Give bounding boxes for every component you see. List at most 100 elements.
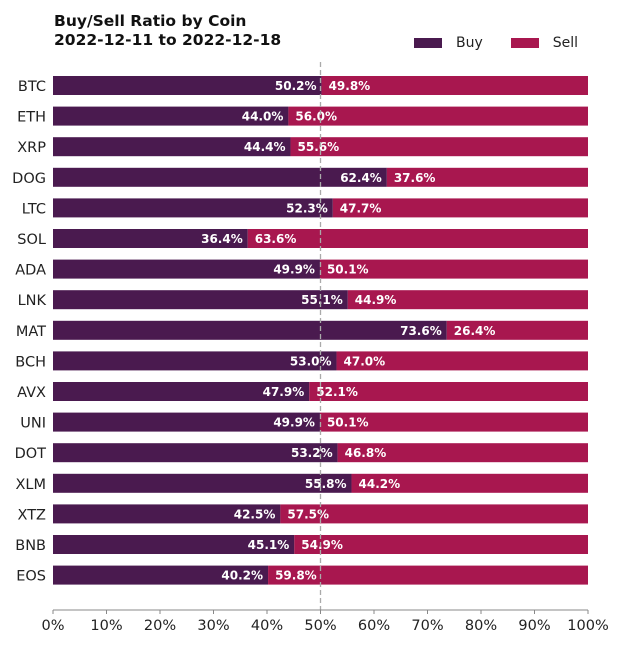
data-label-sell-xtz: 57.5%: [287, 507, 329, 521]
data-label-sell-xrp: 55.6%: [298, 140, 340, 154]
category-label-btc: BTC: [18, 79, 46, 95]
data-label-sell-dog: 37.6%: [394, 171, 436, 185]
category-label-bch: BCH: [15, 354, 46, 370]
data-label-buy-eth: 44.0%: [242, 110, 284, 124]
data-label-sell-sol: 63.6%: [255, 232, 297, 246]
data-label-buy-dog: 62.4%: [340, 171, 382, 185]
data-label-buy-sol: 36.4%: [201, 232, 243, 246]
data-label-sell-bnb: 54.9%: [301, 538, 343, 552]
data-label-sell-lnk: 44.9%: [355, 293, 397, 307]
category-label-dot: DOT: [15, 446, 47, 462]
legend: Buy Sell: [414, 35, 606, 51]
bar-buy-btc: [53, 76, 322, 95]
x-tick-label: 100%: [567, 618, 608, 634]
bar-buy-ada: [53, 259, 320, 279]
data-label-buy-xtz: 42.5%: [234, 507, 276, 521]
bar-buy-ltc: [53, 198, 333, 218]
category-label-xrp: XRP: [17, 140, 46, 156]
legend-item-sell: Sell: [510, 35, 579, 51]
data-label-buy-dot: 53.2%: [291, 446, 333, 460]
x-tick-label: 10%: [90, 618, 122, 634]
data-label-sell-btc: 49.8%: [329, 79, 371, 93]
x-tick-label: 0%: [41, 618, 64, 634]
bar-sell-bnb: [294, 535, 588, 554]
bar-sell-xrp: [290, 137, 588, 157]
data-label-sell-bch: 47.0%: [344, 354, 386, 368]
data-label-buy-xrp: 44.4%: [244, 140, 286, 154]
bar-sell-btc: [321, 76, 588, 95]
data-label-buy-mat: 73.6%: [400, 324, 442, 338]
category-label-xtz: XTZ: [18, 507, 47, 523]
x-tick-label: 90%: [518, 618, 550, 634]
category-label-avx: AVX: [17, 385, 46, 401]
category-label-lnk: LNK: [18, 293, 47, 309]
bar-sell-mat: [446, 320, 588, 340]
bar-buy-avx: [53, 382, 310, 401]
bar-sell-xlm: [351, 473, 588, 493]
category-label-xlm: XLM: [15, 477, 46, 493]
legend-swatch-sell: [510, 38, 539, 48]
bar-buy-sol: [53, 229, 248, 248]
data-label-buy-uni: 49.9%: [273, 416, 315, 430]
category-label-eth: ETH: [17, 110, 46, 126]
category-label-sol: SOL: [17, 232, 46, 248]
data-label-sell-mat: 26.4%: [454, 324, 496, 338]
category-label-eos: EOS: [16, 569, 46, 585]
x-tick-label: 40%: [251, 618, 283, 634]
bar-sell-xtz: [280, 504, 588, 524]
data-label-buy-btc: 50.2%: [275, 79, 317, 93]
bar-buy-xlm: [53, 473, 352, 493]
bar-buy-lnk: [53, 290, 348, 310]
bar-sell-sol: [247, 229, 589, 248]
category-label-dog: DOG: [12, 171, 46, 187]
category-label-ada: ADA: [15, 263, 46, 279]
legend-label-sell: Sell: [552, 35, 579, 51]
bar-buy-uni: [53, 412, 320, 432]
bar-sell-eth: [288, 106, 588, 126]
bar-sell-avx: [309, 382, 588, 401]
chart-title-block: Buy/Sell Ratio by Coin 2022-12-11 to 202…: [54, 12, 281, 50]
bar-buy-bch: [53, 351, 337, 371]
bar-sell-ada: [319, 259, 588, 279]
bar-buy-dog: [53, 167, 387, 187]
bar-buy-eos: [53, 565, 269, 585]
bar-buy-eth: [53, 106, 289, 126]
data-label-buy-bch: 53.0%: [290, 354, 332, 368]
x-tick-label: 50%: [304, 618, 336, 634]
data-label-sell-eth: 56.0%: [295, 110, 337, 124]
chart-title: Buy/Sell Ratio by Coin: [54, 12, 247, 30]
data-label-sell-xlm: 44.2%: [359, 477, 401, 491]
category-label-ltc: LTC: [22, 201, 46, 217]
data-label-buy-bnb: 45.1%: [248, 538, 290, 552]
category-label-mat: MAT: [16, 324, 46, 340]
data-label-sell-dot: 46.8%: [345, 446, 387, 460]
data-label-buy-xlm: 55.8%: [305, 477, 347, 491]
x-tick-label: 60%: [358, 618, 390, 634]
x-tick-label: 70%: [411, 618, 443, 634]
chart-subtitle: 2022-12-11 to 2022-12-18: [54, 31, 282, 49]
bar-buy-xtz: [53, 504, 281, 524]
x-tick-label: 80%: [465, 618, 497, 634]
bar-buy-mat: [53, 320, 447, 340]
legend-swatch-buy: [414, 38, 442, 48]
data-label-sell-ada: 50.1%: [327, 263, 369, 277]
data-label-sell-uni: 50.1%: [327, 416, 369, 430]
legend-label-buy: Buy: [456, 35, 483, 51]
category-label-uni: UNI: [20, 416, 46, 432]
category-label-bnb: BNB: [15, 538, 46, 554]
bar-sell-dot: [337, 443, 588, 463]
x-tick-label: 30%: [197, 618, 229, 634]
bar-sell-dog: [386, 167, 588, 187]
data-label-buy-eos: 40.2%: [221, 569, 263, 583]
bar-buy-xrp: [53, 137, 291, 157]
data-label-sell-avx: 52.1%: [316, 385, 358, 399]
bar-sell-eos: [268, 565, 588, 585]
bar-buy-bnb: [53, 535, 295, 554]
data-label-buy-avx: 47.9%: [263, 385, 305, 399]
data-label-buy-lnk: 55.1%: [301, 293, 343, 307]
bar-sell-bch: [336, 351, 588, 371]
x-tick-label: 20%: [144, 618, 176, 634]
data-label-buy-ada: 49.9%: [273, 263, 315, 277]
data-label-sell-ltc: 47.7%: [340, 201, 382, 215]
